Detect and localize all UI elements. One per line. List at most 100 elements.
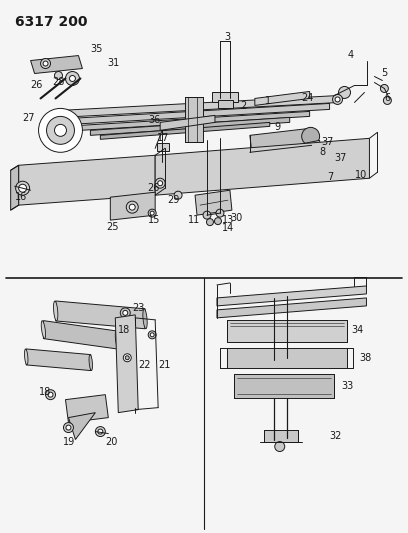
Polygon shape xyxy=(11,165,19,210)
Circle shape xyxy=(39,108,82,152)
Text: 17: 17 xyxy=(157,133,170,143)
Text: 18: 18 xyxy=(118,325,131,335)
Text: 32: 32 xyxy=(330,431,342,441)
Circle shape xyxy=(155,178,165,188)
Polygon shape xyxy=(155,139,369,195)
Polygon shape xyxy=(71,103,330,124)
Circle shape xyxy=(215,217,222,224)
Polygon shape xyxy=(110,192,155,220)
Bar xyxy=(185,98,203,142)
Polygon shape xyxy=(217,286,366,306)
Circle shape xyxy=(150,333,154,337)
Circle shape xyxy=(69,76,75,82)
Text: 36: 36 xyxy=(148,115,160,125)
Text: 27: 27 xyxy=(22,114,35,123)
Circle shape xyxy=(64,423,73,433)
Polygon shape xyxy=(69,413,95,440)
Text: 6317 200: 6317 200 xyxy=(15,15,87,29)
Text: 29: 29 xyxy=(167,195,180,205)
Polygon shape xyxy=(91,117,290,135)
Text: 16: 16 xyxy=(15,192,27,202)
Polygon shape xyxy=(80,111,310,131)
Circle shape xyxy=(275,441,285,451)
Text: 8: 8 xyxy=(319,147,326,157)
Bar xyxy=(227,320,346,342)
Circle shape xyxy=(349,166,354,171)
Circle shape xyxy=(65,71,80,85)
Circle shape xyxy=(306,147,314,154)
Circle shape xyxy=(48,392,53,397)
Circle shape xyxy=(55,71,62,79)
Ellipse shape xyxy=(41,321,46,338)
Circle shape xyxy=(19,184,27,192)
Circle shape xyxy=(95,426,105,437)
Polygon shape xyxy=(250,128,312,152)
Text: 11: 11 xyxy=(188,215,200,225)
Text: 9: 9 xyxy=(275,123,281,132)
Ellipse shape xyxy=(89,354,93,370)
Bar xyxy=(212,92,238,102)
Circle shape xyxy=(46,390,55,400)
Circle shape xyxy=(346,163,357,173)
Text: 6: 6 xyxy=(384,93,390,103)
Circle shape xyxy=(157,181,163,185)
Polygon shape xyxy=(195,190,232,215)
Circle shape xyxy=(326,141,334,149)
Circle shape xyxy=(335,97,340,102)
Text: 37: 37 xyxy=(322,138,334,147)
Circle shape xyxy=(302,127,319,146)
Polygon shape xyxy=(217,298,366,318)
Circle shape xyxy=(148,331,156,339)
Circle shape xyxy=(47,116,74,144)
Text: 30: 30 xyxy=(230,213,242,223)
Text: 34: 34 xyxy=(352,325,364,335)
Text: 33: 33 xyxy=(341,381,354,391)
Text: 3: 3 xyxy=(224,31,230,42)
Text: 25: 25 xyxy=(106,222,119,232)
Text: 15: 15 xyxy=(148,215,161,225)
Text: 2: 2 xyxy=(240,101,246,111)
Polygon shape xyxy=(65,394,109,423)
Polygon shape xyxy=(115,315,138,413)
Circle shape xyxy=(328,143,332,147)
Polygon shape xyxy=(295,140,322,160)
Bar xyxy=(218,100,233,108)
Polygon shape xyxy=(100,123,270,139)
Text: 26: 26 xyxy=(31,80,43,91)
Text: 35: 35 xyxy=(91,44,103,54)
Ellipse shape xyxy=(143,309,147,329)
Circle shape xyxy=(174,191,182,199)
Circle shape xyxy=(339,86,350,99)
Bar xyxy=(227,348,346,368)
Circle shape xyxy=(126,201,138,213)
Circle shape xyxy=(314,161,322,169)
Text: 7: 7 xyxy=(328,172,334,182)
Polygon shape xyxy=(255,92,310,106)
Circle shape xyxy=(148,209,156,217)
Polygon shape xyxy=(160,116,215,131)
Polygon shape xyxy=(55,301,145,329)
Text: 24: 24 xyxy=(302,93,314,103)
Ellipse shape xyxy=(115,331,120,349)
Bar xyxy=(264,430,298,441)
Circle shape xyxy=(333,94,343,104)
Polygon shape xyxy=(19,155,155,205)
Text: 5: 5 xyxy=(381,68,388,77)
Text: 4: 4 xyxy=(348,50,354,60)
Text: 21: 21 xyxy=(158,360,171,370)
Ellipse shape xyxy=(53,301,58,321)
Circle shape xyxy=(98,429,103,434)
Text: 22: 22 xyxy=(138,360,151,370)
Polygon shape xyxy=(60,95,339,117)
Circle shape xyxy=(40,59,51,69)
Text: 31: 31 xyxy=(107,58,120,68)
Bar xyxy=(234,374,334,398)
Circle shape xyxy=(66,425,71,430)
Circle shape xyxy=(16,181,30,195)
Circle shape xyxy=(203,211,211,219)
Text: 19: 19 xyxy=(62,437,75,447)
Ellipse shape xyxy=(24,349,28,365)
Text: 26: 26 xyxy=(147,183,160,193)
Bar xyxy=(157,143,169,151)
Circle shape xyxy=(384,96,391,104)
